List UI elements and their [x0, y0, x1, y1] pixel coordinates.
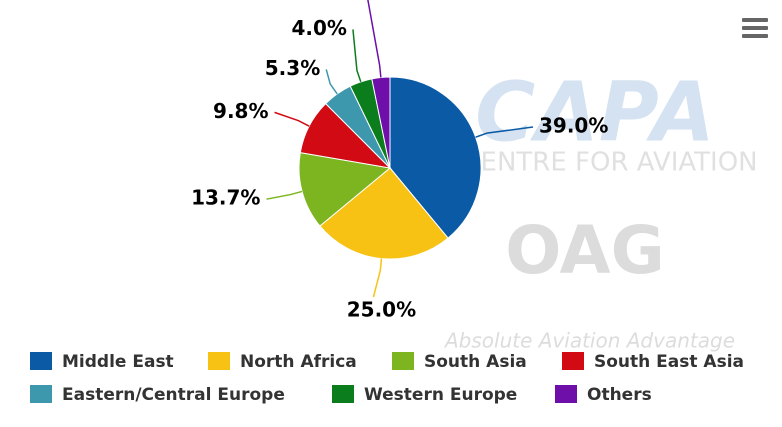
legend-label: Others	[587, 385, 652, 405]
legend-item[interactable]: South Asia	[392, 352, 527, 372]
legend-item[interactable]: Others	[555, 385, 652, 405]
data-label: 9.8%	[213, 99, 268, 123]
legend-swatch	[332, 385, 354, 403]
legend-swatch	[30, 352, 52, 370]
legend-item[interactable]: North Africa	[208, 352, 357, 372]
legend-item[interactable]: Eastern/Central Europe	[30, 385, 285, 405]
legend-label: Middle East	[62, 352, 174, 372]
watermark-text: CENTRE FOR AVIATION	[462, 148, 757, 178]
leader-line	[266, 190, 303, 200]
menu-bar	[742, 34, 768, 38]
legend-swatch	[392, 352, 414, 370]
legend-item[interactable]: South East Asia	[562, 352, 744, 372]
leader-line	[274, 111, 310, 127]
legend-label: North Africa	[240, 352, 357, 372]
menu-bar	[742, 26, 768, 30]
menu-bar	[742, 18, 768, 22]
data-label: 25.0%	[347, 298, 416, 322]
legend-swatch	[562, 352, 584, 370]
watermark-text: CAPA	[475, 65, 715, 160]
watermark: CAPA CENTRE FOR AVIATION OAG Absolute Av…	[443, 65, 758, 352]
menu-button[interactable]	[742, 18, 768, 38]
leader-line	[475, 126, 534, 138]
legend-item[interactable]: Middle East	[30, 352, 174, 372]
leader-line	[325, 69, 338, 95]
legend-swatch	[30, 385, 52, 403]
data-label: 5.3%	[265, 56, 320, 80]
legend-swatch	[208, 352, 230, 370]
legend-item[interactable]: Western Europe	[332, 385, 517, 405]
leader-line	[367, 0, 382, 78]
watermark-text: OAG	[505, 212, 665, 289]
leader-line	[372, 258, 383, 298]
data-label: 4.0%	[291, 16, 346, 40]
legend-swatch	[555, 385, 577, 403]
legend-label: Eastern/Central Europe	[62, 385, 285, 405]
data-label: 39.0%	[539, 114, 608, 138]
data-label: 13.7%	[191, 186, 260, 210]
leader-line	[352, 29, 362, 83]
legend-label: South East Asia	[594, 352, 744, 372]
pie-slice	[389, 76, 482, 239]
legend-label: Western Europe	[364, 385, 517, 405]
watermark-text: Absolute Aviation Advantage	[443, 329, 735, 353]
legend-label: South Asia	[424, 352, 527, 372]
